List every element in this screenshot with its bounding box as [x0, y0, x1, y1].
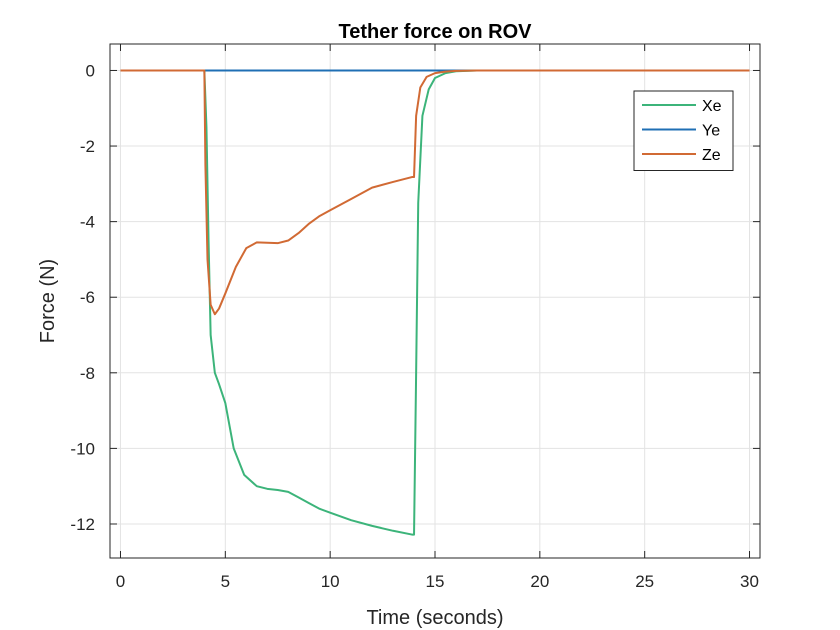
legend-label-ze: Ze	[702, 147, 721, 164]
x-tick-label: 25	[635, 572, 654, 591]
x-tick-label: 5	[221, 572, 230, 591]
axis-ticks	[110, 44, 760, 558]
tick-labels: 0 5 10 15 20 25 30 0 -2 -4 -6 -8 -10 -12	[70, 61, 759, 591]
x-tick-label: 15	[426, 572, 445, 591]
y-tick-label: -12	[70, 515, 95, 534]
y-tick-label: 0	[86, 61, 95, 80]
x-tick-label: 30	[740, 572, 759, 591]
x-tick-label: 20	[530, 572, 549, 591]
chart-title: Tether force on ROV	[339, 21, 533, 43]
x-tick-label: 10	[321, 572, 340, 591]
legend-label-ye: Ye	[702, 123, 720, 140]
legend: Xe Ye Ze	[633, 90, 734, 171]
y-tick-label: -10	[70, 439, 95, 458]
y-tick-label: -6	[80, 288, 95, 307]
x-axis-label: Time (seconds)	[366, 607, 503, 629]
series-line-ze	[120, 69, 750, 316]
x-tick-label: 0	[116, 572, 125, 591]
series-line-xe	[120, 69, 750, 536]
legend-label-xe: Xe	[702, 98, 722, 115]
y-tick-label: -4	[80, 213, 95, 232]
y-tick-label: -2	[80, 137, 95, 156]
series-layer	[120, 69, 750, 536]
y-axis-label: Force (N)	[37, 259, 59, 343]
y-tick-label: -8	[80, 364, 95, 383]
